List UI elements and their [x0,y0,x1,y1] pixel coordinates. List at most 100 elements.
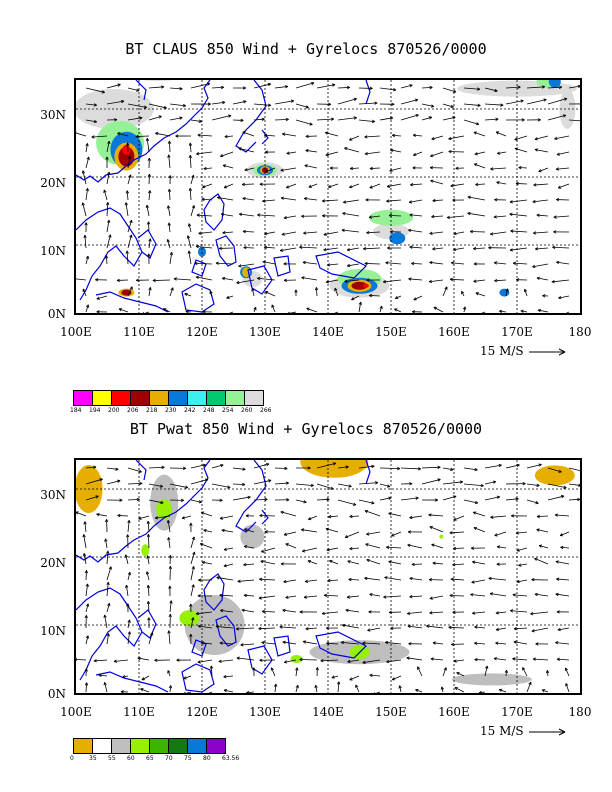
wind-vector [488,576,507,581]
wind-vector [368,610,381,614]
wind-vector [211,100,226,105]
wind-vector [535,247,549,251]
wind-vector [85,583,89,597]
colorbar-swatch [150,391,169,405]
wind-vector [184,292,192,297]
coastline [365,80,371,105]
wind-vector [308,183,318,188]
wind-vector [127,155,132,169]
wind-vector [106,171,111,185]
coastline [181,663,215,693]
wind-vector [141,675,150,681]
wind-vector [494,531,507,537]
moisture-region [300,460,369,478]
wind-vector [429,260,444,265]
wind-vector [555,167,570,171]
coastline [137,609,157,639]
wind-vector [385,261,402,265]
wind-vector [386,659,402,664]
wind-vector [394,308,402,313]
wind-vector [347,659,360,664]
panel2-ytick-0n: 0N [47,687,66,701]
panel1-xtick: 100E [60,325,92,339]
colorbar-label: 200 [108,407,120,414]
wind-vector [369,593,381,597]
wind-vector [327,578,339,583]
wind-vector [183,691,192,693]
wind-vector [411,562,423,567]
wind-vector [349,166,360,171]
wind-vector [349,546,360,551]
panel2-xtick: 160E [438,705,470,719]
wind-vector [232,495,251,501]
wind-vector [127,87,140,92]
wind-vector [484,103,504,107]
wind-vector [388,560,402,565]
wind-vector [505,99,524,105]
wind-vector [358,101,378,105]
wind-vector [274,466,288,471]
wind-vector [351,295,360,301]
wind-vector [305,627,318,631]
wind-vector [430,657,444,661]
coastline [315,631,368,659]
wind-vector [345,608,360,613]
wind-vector [426,624,444,629]
wind-vector [190,119,202,123]
wind-vector [190,82,211,89]
wind-vector [534,592,549,597]
wind-vector [379,466,401,471]
cloud-region [141,80,175,81]
wind-vector [428,279,444,284]
coastline [76,80,211,183]
panel2-xtick: 170E [501,705,533,719]
panel2-xtick: 130E [249,705,281,719]
wind-vector [91,135,108,139]
colorbar-swatch [93,391,112,405]
wind-vector [453,659,465,663]
wind-vector [169,87,183,91]
coastline [203,573,225,611]
panel2-xtick: 140E [312,705,344,719]
wind-vector [369,673,381,677]
wind-vector [220,151,234,158]
wind-vector [265,167,276,173]
wind-vector [76,131,87,137]
wind-vector [163,308,171,313]
wind-vector [82,553,87,565]
wind-vector [366,558,381,565]
wind-vector [274,498,290,502]
wind-vector [253,497,268,502]
wind-vector [127,519,131,533]
wind-vector [430,151,444,158]
panel1-reference-label: 15 M/S [480,344,524,358]
wind-vector [334,287,339,297]
wind-vector [455,166,465,170]
wind-vector [127,631,131,645]
wind-vector [201,197,213,201]
wind-vector [82,534,87,549]
wind-vector [242,131,255,137]
wind-vector [285,595,297,599]
wind-vector [148,85,165,89]
cloud-region [362,283,369,288]
wind-vector [261,609,276,614]
wind-vector [223,675,234,679]
wind-vector [373,691,381,693]
wind-vector [509,199,528,204]
wind-vector [323,231,339,236]
wind-vector [117,513,129,518]
wind-vector [85,119,98,124]
panel2-ytick-30n: 30N [40,488,66,502]
wind-vector [442,116,456,121]
wind-vector [106,99,125,105]
wind-vector [190,102,211,106]
panel1-ytick-10n: 10N [40,244,66,258]
wind-vector [85,478,103,485]
wind-vector [553,230,570,234]
wind-vector [148,483,164,488]
wind-vector [190,584,195,597]
wind-vector [209,290,213,297]
wind-vector [283,215,297,220]
colorbar-swatch [112,391,131,405]
